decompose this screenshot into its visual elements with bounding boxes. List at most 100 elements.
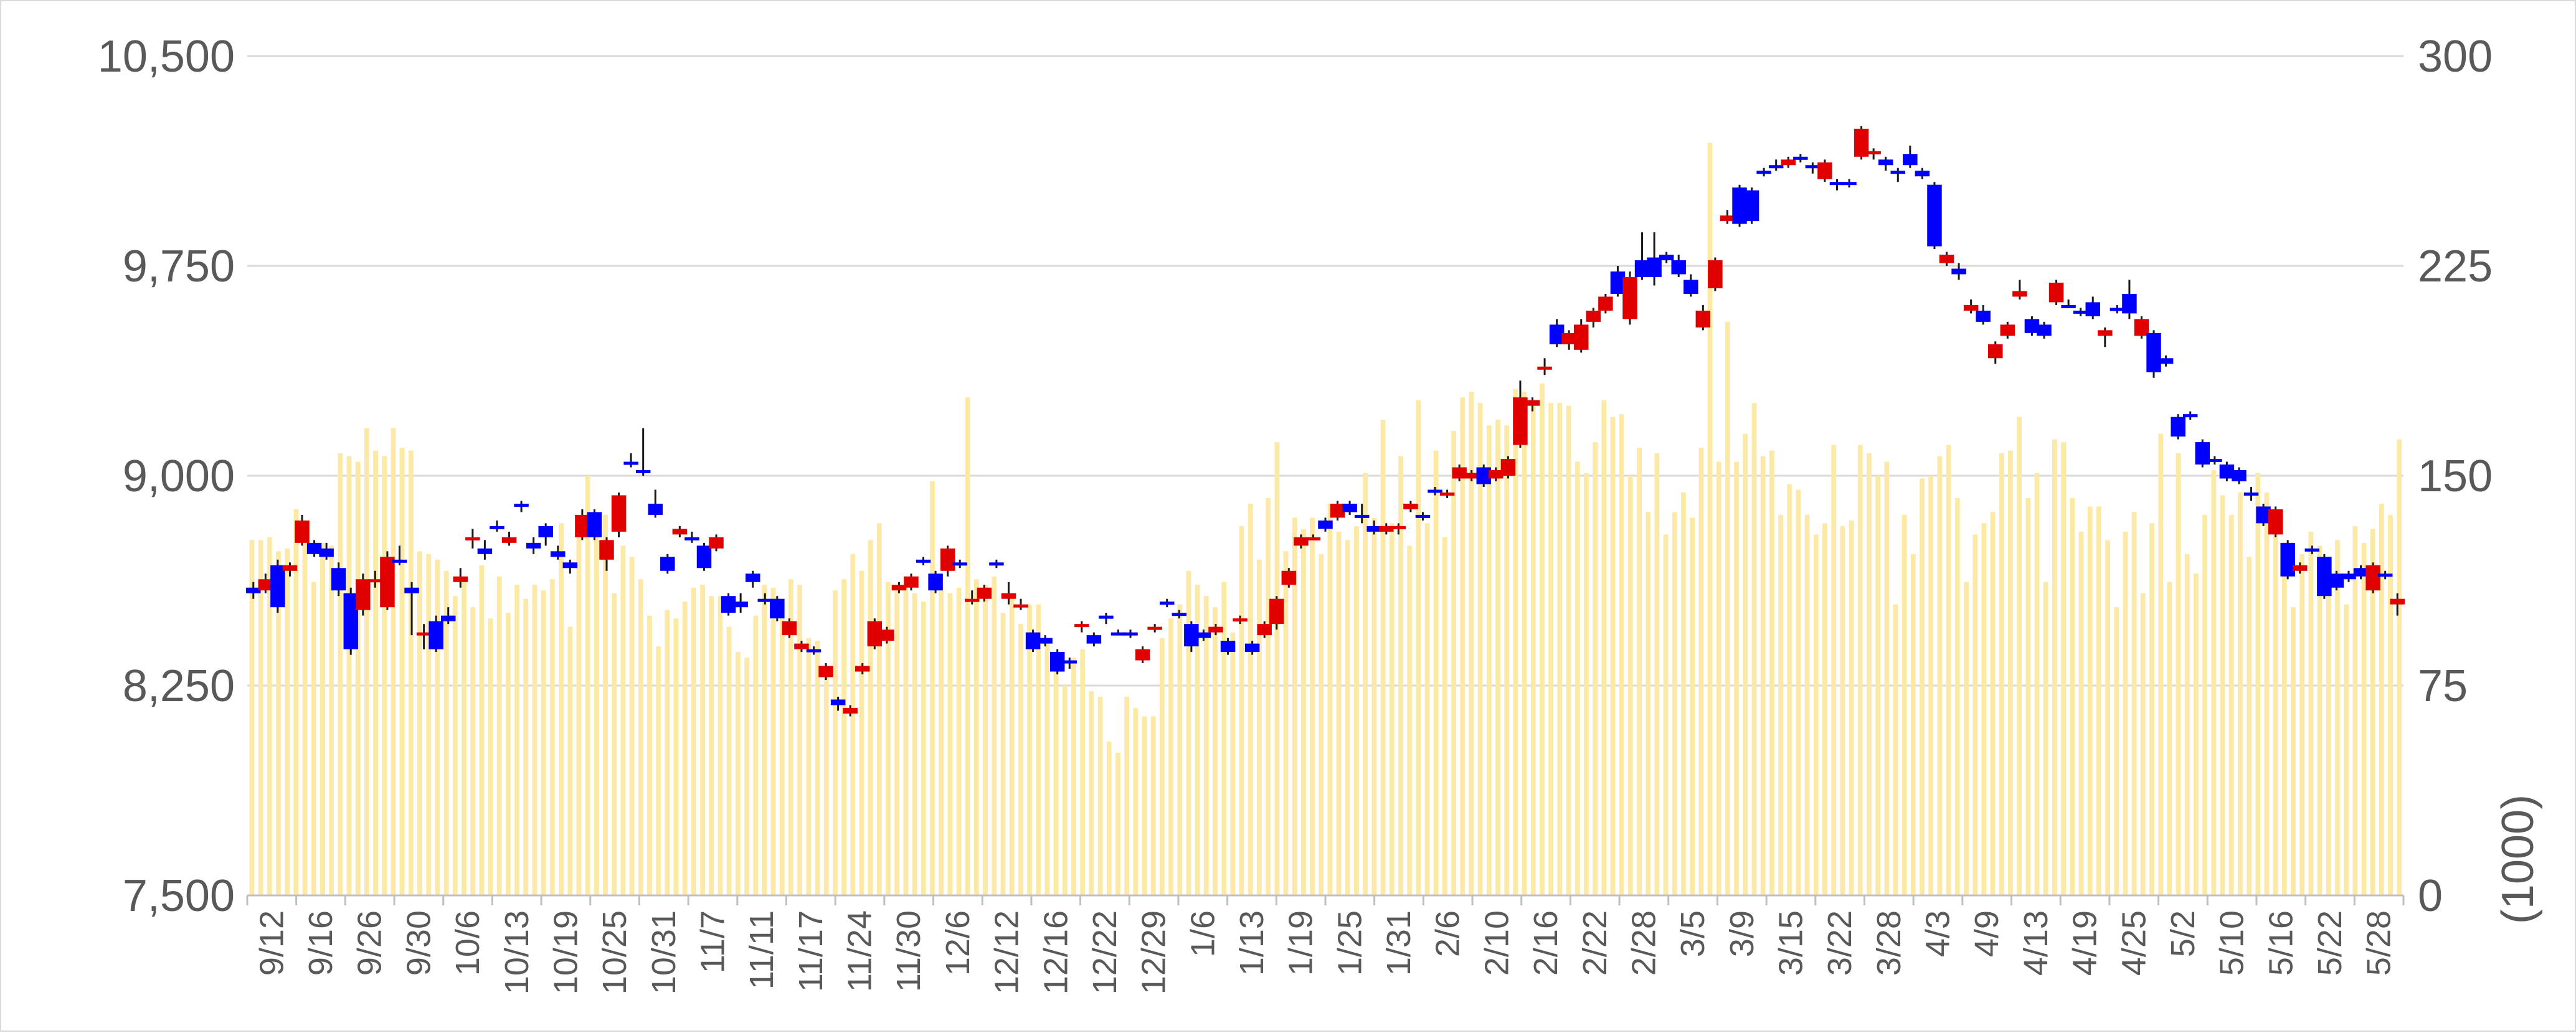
price-candle [1086, 632, 1102, 647]
price-candle [1489, 467, 1503, 481]
volume-bar [373, 450, 378, 895]
price-candle [416, 624, 432, 649]
x-tick-label: 9/16 [302, 910, 339, 976]
price-candle [1318, 517, 1333, 532]
price-candle [684, 531, 699, 543]
price-candle [891, 582, 907, 593]
price-candle [1184, 621, 1199, 653]
x-tick-label: 12/22 [1086, 910, 1124, 994]
volume-bar [1345, 540, 1350, 895]
volume-bar [1115, 752, 1120, 895]
volume-bar [1831, 445, 1837, 895]
price-candle [696, 542, 712, 571]
volume-bar [1230, 632, 1236, 895]
volume-bar [2078, 531, 2084, 895]
volume-bar [2202, 514, 2208, 895]
price-candle [757, 593, 773, 605]
volume-bar [1036, 604, 1041, 895]
x-tick-label: 5/28 [2361, 910, 2398, 976]
volume-bar [1690, 517, 1695, 895]
volume-bar [382, 456, 387, 895]
volume-bar [797, 585, 803, 895]
volume-bar [965, 397, 970, 895]
x-tick-label: 3/9 [1723, 910, 1761, 957]
price-candle [514, 501, 529, 512]
volume-bar [2008, 450, 2013, 895]
volume-bar [2361, 542, 2367, 895]
volume-bar [1319, 554, 1324, 895]
price-candle [1366, 520, 1381, 535]
volume-bar [346, 456, 352, 895]
volume-bar [717, 596, 723, 895]
right-y-tick-label: 300 [2418, 32, 2493, 82]
left-y-tick-label: 9,000 [123, 451, 235, 501]
left-y-tick-label: 10,500 [98, 32, 235, 82]
volume-bar [1867, 453, 1872, 895]
price-candle [1257, 621, 1272, 638]
volume-bar [1584, 473, 1589, 895]
x-tick-label: 12/6 [939, 910, 977, 976]
price-candle [2110, 304, 2125, 314]
price-candle [1793, 154, 1808, 163]
volume-bar [1416, 400, 1421, 895]
volume-bar [1177, 604, 1183, 895]
volume-bar [2291, 607, 2296, 895]
volume-bar [496, 576, 502, 895]
x-tick-label: 1/6 [1184, 910, 1221, 957]
price-candle [404, 582, 419, 636]
x-tick-label: 5/22 [2311, 910, 2349, 976]
price-candle [1756, 167, 1771, 177]
volume-bar [338, 453, 343, 895]
price-candle [1379, 523, 1394, 535]
price-candle [1817, 159, 1832, 182]
volume-bar [2335, 540, 2340, 895]
volume-bar [1601, 400, 1607, 895]
price-candle [855, 663, 870, 675]
volume-bar [1548, 403, 1554, 895]
volume-bar [514, 585, 520, 895]
x-tick-label: 11/11 [743, 910, 780, 989]
volume-bar [1646, 512, 1651, 895]
price-candle [1452, 465, 1467, 481]
volume-bar [770, 587, 776, 895]
volume-bar [2184, 554, 2190, 895]
price-candle [2293, 562, 2308, 574]
x-tick-label: 12/16 [1037, 910, 1074, 994]
volume-bar [258, 540, 263, 895]
volume-bar [815, 641, 820, 895]
volume-bar [1884, 461, 1890, 895]
price-candle [2134, 316, 2149, 339]
volume-bar [2158, 433, 2164, 895]
right-y-tick-label: 150 [2418, 451, 2493, 501]
volume-bar [479, 565, 485, 895]
volume-bar [638, 579, 643, 895]
left-y-tick-label: 9,750 [123, 242, 235, 291]
price-candle [1403, 501, 1418, 512]
price-candle [319, 542, 334, 560]
price-candle [2061, 299, 2076, 308]
price-candle [2280, 540, 2295, 580]
price-candle [1513, 380, 1528, 448]
volume-bar [1398, 456, 1403, 895]
volume-bar [1071, 658, 1076, 895]
x-tick-label: 1/13 [1233, 910, 1271, 976]
price-candle [331, 562, 346, 597]
price-candle [2073, 308, 2088, 316]
volume-bar [364, 428, 369, 895]
price-candle [1549, 319, 1565, 347]
volume-bar [1681, 492, 1686, 895]
volume-bar [2308, 531, 2314, 895]
price-candle [465, 529, 480, 549]
volume-bar [1150, 716, 1156, 895]
price-candle [989, 559, 1004, 568]
price-candle [1842, 179, 1857, 188]
volume-bar [1451, 431, 1456, 895]
volume-bar [249, 540, 255, 895]
volume-bar [1097, 696, 1103, 895]
x-tick-label: 5/10 [2214, 910, 2251, 976]
volume-bar [647, 615, 652, 895]
price-candle [1305, 534, 1321, 540]
price-candle [1208, 624, 1223, 636]
price-candle [246, 582, 261, 599]
x-tick-label: 2/10 [1478, 910, 1515, 976]
